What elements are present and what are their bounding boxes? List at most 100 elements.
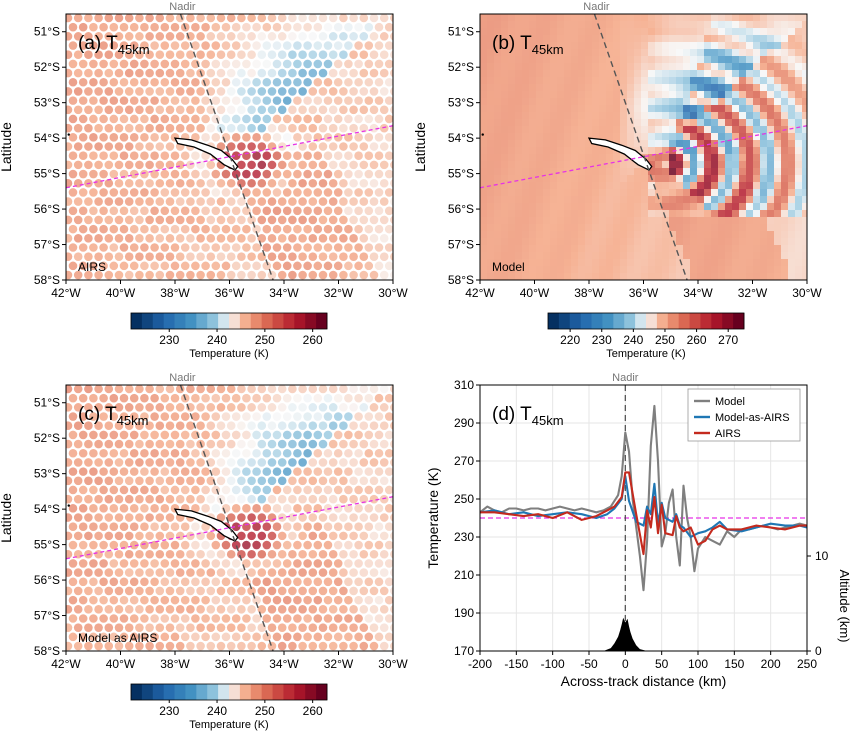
airs-footprint xyxy=(313,114,323,124)
airs-footprint xyxy=(252,41,261,50)
airs-footprint xyxy=(89,467,98,476)
airs-footprint xyxy=(186,549,195,559)
model-cell xyxy=(557,175,565,183)
x-tick-label: 200 xyxy=(761,657,781,671)
y-tick-label: 55°S xyxy=(34,538,60,552)
model-cell xyxy=(648,35,656,43)
model-cell xyxy=(578,126,586,134)
model-cell xyxy=(704,175,712,183)
model-cell xyxy=(774,154,782,162)
airs-footprint xyxy=(262,206,272,216)
y-tick-label: 170 xyxy=(454,644,474,658)
model-cell xyxy=(620,35,628,43)
airs-footprint xyxy=(282,467,292,476)
model-cell xyxy=(627,168,635,176)
airs-footprint xyxy=(170,169,180,179)
model-cell xyxy=(767,98,775,106)
model-cell xyxy=(515,273,523,280)
model-cell xyxy=(753,273,761,280)
model-cell xyxy=(613,56,621,64)
airs-footprint xyxy=(374,169,384,179)
airs-footprint xyxy=(277,403,287,412)
model-cell xyxy=(711,238,719,246)
model-cell xyxy=(739,56,747,64)
model-cell xyxy=(501,252,509,260)
airs-footprint xyxy=(165,270,175,280)
model-cell xyxy=(522,210,530,218)
airs-footprint xyxy=(257,623,267,632)
model-cell xyxy=(585,210,593,218)
model-cell xyxy=(767,28,775,36)
model-cell xyxy=(494,14,502,22)
model-cell xyxy=(627,196,635,204)
model-cell xyxy=(599,35,607,43)
airs-footprint xyxy=(323,522,333,531)
y2-tick-label: 10 xyxy=(815,549,829,563)
model-cell xyxy=(781,70,789,78)
model-cell xyxy=(781,49,789,57)
model-cell xyxy=(536,203,544,211)
airs-footprint xyxy=(247,513,256,522)
airs-footprint xyxy=(135,252,144,261)
airs-footprint xyxy=(298,87,307,96)
model-cell xyxy=(515,140,523,148)
airs-footprint xyxy=(318,142,328,151)
airs-footprint xyxy=(119,632,129,642)
model-cell xyxy=(697,196,705,204)
airs-footprint xyxy=(354,243,363,252)
model-cell xyxy=(718,56,726,64)
model-cell xyxy=(641,175,649,183)
model-cell xyxy=(746,217,754,225)
model-cell xyxy=(725,126,733,134)
model-cell xyxy=(613,49,621,57)
colorbar-segment xyxy=(207,313,219,329)
airs-footprint xyxy=(160,188,170,197)
airs-footprint xyxy=(288,439,297,449)
model-cell xyxy=(515,119,523,127)
model-cell xyxy=(634,84,642,92)
model-cell xyxy=(620,42,628,50)
airs-footprint xyxy=(344,467,353,476)
airs-footprint xyxy=(354,614,363,623)
airs-footprint xyxy=(170,114,180,124)
airs-footprint xyxy=(277,623,287,632)
airs-footprint xyxy=(66,270,73,280)
model-cell xyxy=(501,266,509,274)
airs-footprint xyxy=(364,206,374,216)
model-cell xyxy=(795,196,803,204)
airs-footprint xyxy=(175,494,185,504)
model-cell xyxy=(760,224,768,232)
airs-footprint xyxy=(104,605,114,614)
model-cell xyxy=(704,63,712,71)
model-cell xyxy=(564,259,572,267)
model-cell xyxy=(550,210,558,218)
airs-footprint xyxy=(308,50,318,60)
model-cell xyxy=(564,49,572,57)
airs-footprint xyxy=(140,114,149,124)
model-cell xyxy=(704,140,712,148)
model-cell xyxy=(543,168,551,176)
model-cell xyxy=(781,252,789,260)
model-cell xyxy=(711,98,719,106)
airs-footprint xyxy=(175,14,185,23)
model-cell xyxy=(746,210,754,218)
model-cell xyxy=(704,42,712,50)
model-cell xyxy=(732,196,740,204)
model-cell xyxy=(739,119,747,127)
airs-footprint xyxy=(390,476,393,485)
model-cell xyxy=(788,266,796,274)
airs-footprint xyxy=(282,559,292,568)
model-cell xyxy=(592,35,600,43)
airs-footprint xyxy=(216,142,226,151)
model-cell xyxy=(494,154,502,162)
model-cell xyxy=(774,266,782,274)
model-cell xyxy=(508,196,516,204)
airs-footprint xyxy=(150,632,159,642)
airs-footprint xyxy=(89,614,98,623)
airs-footprint xyxy=(73,215,83,225)
airs-footprint xyxy=(262,224,272,234)
airs-footprint xyxy=(175,439,185,449)
model-cell xyxy=(634,224,642,232)
airs-footprint xyxy=(272,114,282,124)
model-cell xyxy=(683,231,691,239)
